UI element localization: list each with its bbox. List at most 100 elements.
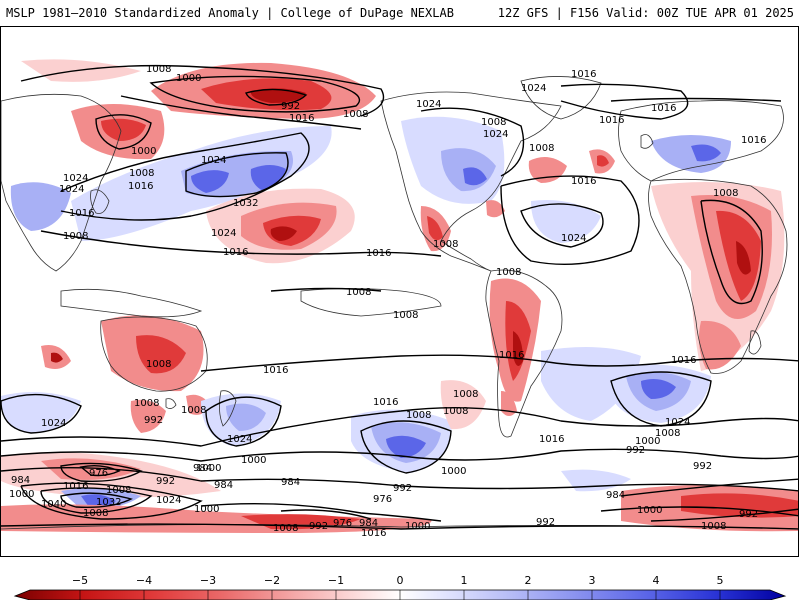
shade-pos-namerica-core xyxy=(463,167,487,186)
legend-tick-label: −1 xyxy=(328,574,344,587)
contour-label: 1016 xyxy=(69,208,94,219)
contour-label: 1024 xyxy=(561,233,586,244)
contour-label: 1000 xyxy=(176,73,201,84)
shade-pos-atlantic xyxy=(531,200,601,243)
coast-nz xyxy=(219,390,237,427)
contour-label: 1008 xyxy=(393,310,418,321)
contour-label: 992 xyxy=(144,415,163,426)
isobar-1024-us xyxy=(420,107,525,177)
shade-neg-npac-center xyxy=(250,88,306,103)
coast-greenland xyxy=(520,76,602,120)
contour-label: 1008 xyxy=(346,287,371,298)
isobar-1016-pac-south xyxy=(40,230,442,257)
isobar-1032-npac xyxy=(185,152,289,198)
contour-label: 1008 xyxy=(181,405,206,416)
isobar-1040-ant xyxy=(60,492,133,509)
contour-label: 1000 xyxy=(637,505,662,516)
contour-labels: 1008 1000 992 1008 1016 1000 1024 1008 1… xyxy=(9,64,766,539)
contour-label: 984 xyxy=(11,475,30,486)
isobar-1008-africa xyxy=(700,199,763,305)
isobar-1016-far-south xyxy=(1,523,798,530)
map-panel: 1008 1000 992 1008 1016 1000 1024 1008 1… xyxy=(0,26,799,557)
contour-label: 1008 xyxy=(83,508,108,519)
contour-label: 1016 xyxy=(366,248,391,259)
isobar-1024-europe xyxy=(560,83,689,120)
contour-label: 1008 xyxy=(106,485,131,496)
contour-label: 1016 xyxy=(499,350,524,361)
coast-europe xyxy=(618,100,784,182)
coast-indonesia xyxy=(60,288,203,318)
contour-label: 1000 xyxy=(241,455,266,466)
shade-neg-tasman xyxy=(130,399,166,433)
contour-label: 1008 xyxy=(63,231,88,242)
shade-pos-swind xyxy=(1,392,81,433)
contour-label: 1024 xyxy=(63,173,88,184)
shade-pos-spac-core xyxy=(386,435,426,458)
contour-label: 1016 xyxy=(539,434,564,445)
contour-label: 984 xyxy=(214,480,233,491)
isobar-1016-sh-tropics xyxy=(200,354,798,372)
contour-label: 992 xyxy=(393,483,412,494)
contour-label: 1016 xyxy=(599,115,624,126)
legend-tick-label: 0 xyxy=(397,574,404,587)
coast-north-america xyxy=(380,91,562,272)
isobar-1000-sh xyxy=(1,448,798,462)
coast-tasmania xyxy=(165,398,177,409)
shade-pos-sind-core xyxy=(641,379,676,399)
shade-neg-cpac-center xyxy=(270,226,297,241)
model-run-info: 12Z GFS | F156 Valid: 00Z TUE APR 01 202… xyxy=(497,6,794,20)
color-scale-bar: −5 −4 −3 −2 −1 0 1 2 3 4 5 xyxy=(13,574,787,600)
coast-pacific-islands xyxy=(300,288,442,317)
coast-australia xyxy=(100,316,208,392)
shade-pos-nz-mid xyxy=(226,403,266,431)
legend-tick-label: −3 xyxy=(200,574,216,587)
isobar-1000-npac xyxy=(149,75,361,113)
contour-label: 1000 xyxy=(131,146,156,157)
isobar-1000-siberia xyxy=(95,114,152,150)
contour-label: 1024 xyxy=(227,434,252,445)
contour-label: 984 xyxy=(193,463,212,474)
coast-asia-east xyxy=(1,93,122,272)
contour-label: 1008 xyxy=(134,398,159,409)
shade-neg-australia-core xyxy=(136,335,186,374)
contour-label: 1000 xyxy=(405,521,430,532)
map-title: MSLP 1981–2010 Standardized Anomaly | Co… xyxy=(6,6,454,20)
contour-label: 984 xyxy=(359,518,378,529)
isobar-992-east xyxy=(600,506,798,517)
contour-label: 976 xyxy=(89,468,108,479)
shade-neg-chile xyxy=(501,391,517,416)
shade-neg-siberia-core xyxy=(101,118,146,141)
shade-neg-mexico-core xyxy=(427,216,443,241)
isobar-1000-spac-low xyxy=(360,420,452,474)
contour-label: 1008 xyxy=(443,406,468,417)
shade-neg-spac-west xyxy=(440,380,486,430)
coast-africa xyxy=(648,178,788,374)
isobar-984-sh xyxy=(60,462,143,482)
contour-label: 1024 xyxy=(201,155,226,166)
contour-label: 992 xyxy=(626,445,645,456)
contour-label: 1016 xyxy=(223,247,248,258)
isobar-1024-sind xyxy=(610,371,712,427)
contour-label: 1008 xyxy=(273,523,298,534)
legend-tick-label: −4 xyxy=(136,574,152,587)
contour-label: 1024 xyxy=(416,99,441,110)
contour-label: 984 xyxy=(606,490,625,501)
contour-label: 1008 xyxy=(701,521,726,532)
isobar-984-south xyxy=(200,502,442,522)
isobar-1016-npac xyxy=(120,95,362,130)
contour-label: 1016 xyxy=(263,365,288,376)
contour-label: 1024 xyxy=(211,228,236,239)
contour-label: 1000 xyxy=(441,466,466,477)
isobar-1008-tropics xyxy=(270,287,382,292)
shade-neg-atlantic2-core xyxy=(597,155,609,167)
contour-label: 1040 xyxy=(41,499,66,510)
legend-dividers xyxy=(79,590,721,600)
contour-label: 1008 xyxy=(146,64,171,75)
shade-pos-npac-core2 xyxy=(250,165,286,191)
contour-label: 1032 xyxy=(233,198,258,209)
coast-madagascar xyxy=(748,330,762,355)
isobars xyxy=(1,64,798,530)
contour-label: 1000 xyxy=(9,489,34,500)
isobar-1032-ant xyxy=(40,487,153,514)
contour-label: 1008 xyxy=(343,109,368,120)
